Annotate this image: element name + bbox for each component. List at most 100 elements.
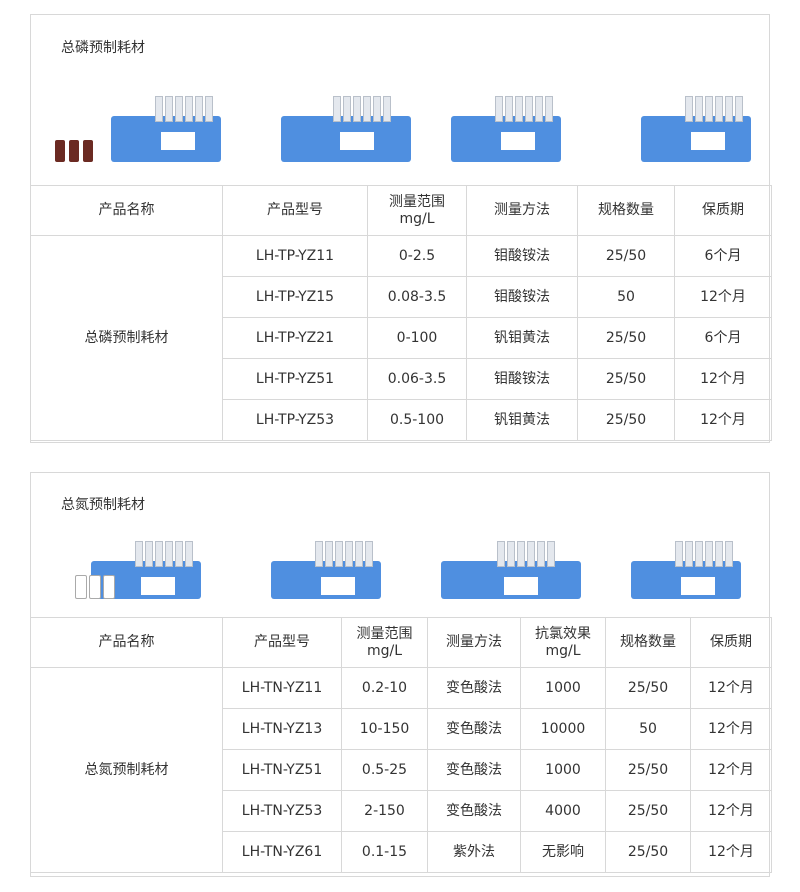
- table-cell: 0.5-25: [341, 749, 428, 791]
- vial-rack-image: [685, 96, 743, 122]
- table-cell: 25/50: [577, 399, 675, 441]
- table-cell: 25/50: [605, 831, 691, 873]
- kit-box-image: [281, 116, 411, 162]
- tn-product-images: [51, 535, 749, 599]
- table-cell: 变色酸法: [427, 708, 521, 750]
- kit-box-image: [631, 561, 741, 599]
- column-header: 保质期: [674, 185, 772, 236]
- table-cell: 钼酸铵法: [466, 235, 578, 277]
- table-cell: 12个月: [690, 790, 772, 832]
- reagent-bottle-image: [103, 575, 115, 599]
- table-cell: 12个月: [690, 708, 772, 750]
- table-row: LH-TN-YZ61 0.1-15 紫外法 无影响 25/50 12个月: [31, 831, 772, 873]
- table-cell: LH-TN-YZ13: [222, 708, 342, 750]
- product-name-cell: 总磷预制耗材: [30, 235, 223, 441]
- column-header: 产品型号: [222, 185, 368, 236]
- tp-section: 总磷预制耗材 产品名称 产品型号 测量范围 mg/L 测量方法 规格数量 保质期 总磷预制耗…: [30, 14, 772, 443]
- table-cell: 25/50: [605, 790, 691, 832]
- header-row: 产品名称 产品型号 测量范围 mg/L 测量方法 规格数量 保质期: [30, 185, 772, 236]
- table-cell: 12个月: [690, 749, 772, 791]
- tn-table: 产品名称 产品型号 测量范围 mg/L 测量方法 抗氯效果 mg/L 规格数量 保质期 总氮预…: [30, 617, 772, 873]
- column-header: 抗氯效果 mg/L: [520, 617, 606, 668]
- table-row: LH-TN-YZ13 10-150 变色酸法 10000 50 12个月: [31, 708, 772, 750]
- vial-rack-image: [495, 96, 553, 122]
- vial-rack-image: [675, 541, 733, 567]
- table-cell: 钒钼黄法: [466, 317, 578, 359]
- column-header: 测量方法: [466, 185, 578, 236]
- table-cell: LH-TN-YZ61: [222, 831, 342, 873]
- table-cell: LH-TP-YZ51: [222, 358, 368, 400]
- table-cell: 变色酸法: [427, 790, 521, 832]
- column-header: 产品名称: [30, 185, 223, 236]
- table-cell: 12个月: [674, 276, 772, 318]
- table-cell: 变色酸法: [427, 749, 521, 791]
- table-cell: 12个月: [674, 358, 772, 400]
- kit-box-image: [111, 116, 221, 162]
- table-cell: 钒钼黄法: [466, 399, 578, 441]
- reagent-bottle-image: [69, 140, 79, 162]
- table-cell: LH-TP-YZ53: [222, 399, 368, 441]
- table-cell: 钼酸铵法: [466, 276, 578, 318]
- table-cell: 10000: [520, 708, 606, 750]
- table-cell: 0.2-10: [341, 667, 428, 709]
- table-cell: LH-TN-YZ11: [222, 667, 342, 709]
- product-name-cell: 总氮预制耗材: [30, 667, 223, 873]
- table-row: LH-TN-YZ53 2-150 变色酸法 4000 25/50 12个月: [31, 790, 772, 832]
- table-cell: 钼酸铵法: [466, 358, 578, 400]
- table-cell: LH-TP-YZ11: [222, 235, 368, 277]
- table-cell: LH-TP-YZ15: [222, 276, 368, 318]
- table-cell: 12个月: [690, 667, 772, 709]
- vial-rack-image: [155, 96, 213, 122]
- table-cell: 50: [605, 708, 691, 750]
- table-cell: 0-2.5: [367, 235, 467, 277]
- table-cell: 无影响: [520, 831, 606, 873]
- vial-rack-image: [315, 541, 373, 567]
- table-cell: 1000: [520, 667, 606, 709]
- table-row: LH-TP-YZ15 0.08-3.5 钼酸铵法 50 12个月: [31, 276, 772, 318]
- table-row: 总氮预制耗材 LH-TN-YZ11 0.2-10 变色酸法 1000 25/50 12个月: [30, 667, 772, 873]
- table-cell: 25/50: [605, 667, 691, 709]
- table-cell: 12个月: [674, 399, 772, 441]
- table-cell: 紫外法: [427, 831, 521, 873]
- table-cell: 4000: [520, 790, 606, 832]
- section-title: 总磷预制耗材: [61, 40, 145, 56]
- table-cell: 2-150: [341, 790, 428, 832]
- table-cell: 50: [577, 276, 675, 318]
- table-cell: 1000: [520, 749, 606, 791]
- table-cell: 0.06-3.5: [367, 358, 467, 400]
- table-cell: 25/50: [577, 317, 675, 359]
- table-cell: 0-100: [367, 317, 467, 359]
- table-cell: LH-TN-YZ53: [222, 790, 342, 832]
- reagent-bottle-image: [55, 140, 65, 162]
- table-cell: 0.08-3.5: [367, 276, 467, 318]
- table-cell: 6个月: [674, 317, 772, 359]
- table-cell: 12个月: [690, 831, 772, 873]
- table-cell: 6个月: [674, 235, 772, 277]
- table-cell: 0.1-15: [341, 831, 428, 873]
- column-header: 测量方法: [427, 617, 521, 668]
- table-row: LH-TP-YZ51 0.06-3.5 钼酸铵法 25/50 12个月: [31, 358, 772, 400]
- column-header: 产品型号: [222, 617, 342, 668]
- table-cell: 25/50: [577, 358, 675, 400]
- kit-box-image: [271, 561, 381, 599]
- table-cell: 0.5-100: [367, 399, 467, 441]
- table-row: 总磷预制耗材 LH-TP-YZ11 0-2.5 钼酸铵法 25/50 6个月: [30, 235, 772, 441]
- kit-box-image: [441, 561, 581, 599]
- kit-box-image: [451, 116, 561, 162]
- column-header: 规格数量: [605, 617, 691, 668]
- table-cell: 变色酸法: [427, 667, 521, 709]
- reagent-bottle-image: [89, 575, 101, 599]
- column-header: 产品名称: [30, 617, 223, 668]
- kit-box-image: [641, 116, 751, 162]
- column-header: 测量范围 mg/L: [367, 185, 467, 236]
- table-row: LH-TP-YZ53 0.5-100 钒钼黄法 25/50 12个月: [31, 399, 772, 441]
- tp-table: 产品名称 产品型号 测量范围 mg/L 测量方法 规格数量 保质期 总磷预制耗材 LH-TP-…: [30, 185, 772, 441]
- section-title: 总氮预制耗材: [61, 497, 145, 513]
- table-cell: 25/50: [605, 749, 691, 791]
- table-row: LH-TP-YZ21 0-100 钒钼黄法 25/50 6个月: [31, 317, 772, 359]
- vial-rack-image: [497, 541, 555, 567]
- table-cell: 25/50: [577, 235, 675, 277]
- tp-product-images: [51, 90, 751, 162]
- table-cell: LH-TN-YZ51: [222, 749, 342, 791]
- vial-rack-image: [135, 541, 193, 567]
